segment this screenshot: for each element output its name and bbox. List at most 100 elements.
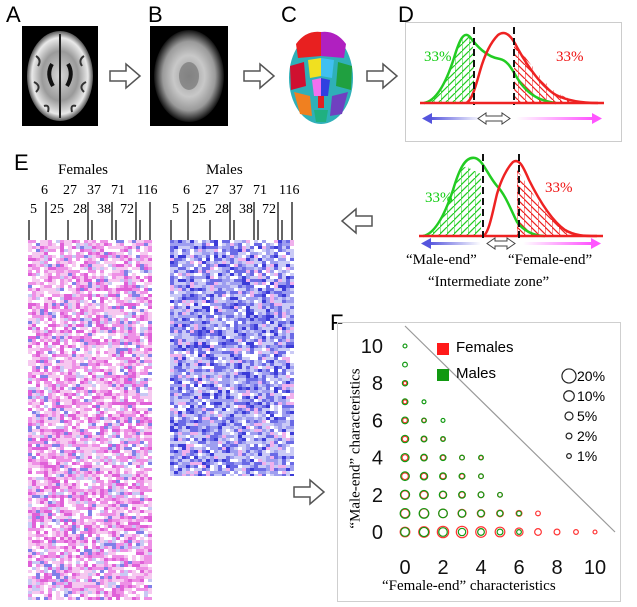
heatmap-cell: [270, 321, 275, 324]
heatmap-cell: [88, 456, 93, 459]
heatmap-cell: [230, 270, 235, 273]
heatmap-cell: [84, 465, 89, 468]
heatmap-cell: [48, 378, 53, 381]
heatmap-cell: [84, 420, 89, 423]
heatmap-cell: [226, 270, 231, 273]
heatmap-cell: [202, 246, 207, 249]
heatmap-cell: [132, 462, 137, 465]
heatmap-cell: [92, 480, 97, 483]
heatmap-cell: [48, 468, 53, 471]
heatmap-cell: [278, 300, 283, 303]
heatmap-cell: [140, 534, 145, 537]
heatmap-cell: [108, 570, 113, 573]
heatmap-cell: [136, 462, 141, 465]
heatmap-cell: [234, 285, 239, 288]
heatmap-cell: [140, 384, 145, 387]
heatmap-cell: [108, 246, 113, 249]
heatmap-cell: [242, 336, 247, 339]
heatmap-cell: [44, 438, 49, 441]
heatmap-cell: [124, 306, 129, 309]
heatmap-cell: [214, 273, 219, 276]
heatmap-cell: [72, 585, 77, 588]
heatmap-cell: [80, 309, 85, 312]
heatmap-cell: [44, 369, 49, 372]
heatmap-cell: [120, 390, 125, 393]
heatmap-cell: [104, 549, 109, 552]
heatmap-cell: [28, 492, 33, 495]
heatmap-cell: [84, 486, 89, 489]
heatmap-cell: [132, 273, 137, 276]
heatmap-cell: [28, 495, 33, 498]
heatmap-cell: [80, 438, 85, 441]
heatmap-cell: [52, 354, 57, 357]
heatmap-cell: [64, 330, 69, 333]
heatmap-cell: [80, 243, 85, 246]
heatmap-cell: [36, 312, 41, 315]
heatmap-cell: [80, 330, 85, 333]
heatmap-cell: [92, 300, 97, 303]
heatmap-cell: [96, 534, 101, 537]
heatmap-cell: [64, 261, 69, 264]
heatmap-cell: [56, 261, 61, 264]
heatmap-cell: [206, 312, 211, 315]
heatmap-cell: [52, 276, 57, 279]
heatmap-cell: [128, 297, 133, 300]
heatmap-cell: [136, 327, 141, 330]
heatmap-cell: [36, 342, 41, 345]
heatmap-cell: [52, 420, 57, 423]
heatmap-cell: [120, 327, 125, 330]
heatmap-cell: [278, 312, 283, 315]
heatmap-cell: [52, 504, 57, 507]
heatmap-cell: [144, 354, 149, 357]
heatmap-cell: [96, 399, 101, 402]
heatmap-cell: [40, 357, 45, 360]
heatmap-cell: [88, 330, 93, 333]
heatmap-cell: [210, 258, 215, 261]
heatmap-cell: [120, 519, 125, 522]
heatmap-cell: [96, 312, 101, 315]
heatmap-cell: [178, 252, 183, 255]
heatmap-cell: [282, 264, 287, 267]
heatmap-cell: [104, 393, 109, 396]
heatmap-cell: [174, 261, 179, 264]
heatmap-cell: [80, 480, 85, 483]
heatmap-cell: [72, 243, 77, 246]
heatmap-cell: [120, 336, 125, 339]
heatmap-cell: [194, 303, 199, 306]
heatmap-cell: [68, 399, 73, 402]
heatmap-cell: [140, 273, 145, 276]
heatmap-cell: [206, 252, 211, 255]
heatmap-cell: [92, 498, 97, 501]
heatmap-cell: [104, 477, 109, 480]
heatmap-cell: [120, 405, 125, 408]
heatmap-cell: [52, 507, 57, 510]
heatmap-cell: [116, 240, 121, 243]
heatmap-cell: [112, 471, 117, 474]
heatmap-cell: [104, 504, 109, 507]
heatmap-cell: [108, 396, 113, 399]
heatmap-cell: [234, 303, 239, 306]
heatmap-cell: [48, 438, 53, 441]
heatmap-cell: [270, 315, 275, 318]
heatmap-cell: [40, 456, 45, 459]
heatmap-cell: [32, 399, 37, 402]
heatmap-cell: [226, 243, 231, 246]
heatmap-cell: [40, 594, 45, 597]
heatmap-cell: [120, 561, 125, 564]
heatmap-cell: [140, 294, 145, 297]
heatmap-cell: [28, 534, 33, 537]
heatmap-cell: [182, 348, 187, 351]
heatmap-cell: [28, 543, 33, 546]
heatmap-cell: [52, 273, 57, 276]
heatmap-cell: [120, 294, 125, 297]
heatmap-cell: [148, 270, 152, 273]
heatmap-cell: [100, 552, 105, 555]
heatmap-cell: [100, 345, 105, 348]
heatmap-cell: [80, 519, 85, 522]
heatmap-cell: [144, 384, 149, 387]
heatmap-cell: [104, 483, 109, 486]
heatmap-cell: [186, 273, 191, 276]
heatmap-cell: [48, 531, 53, 534]
heatmap-cell: [128, 546, 133, 549]
heatmap-cell: [132, 516, 137, 519]
